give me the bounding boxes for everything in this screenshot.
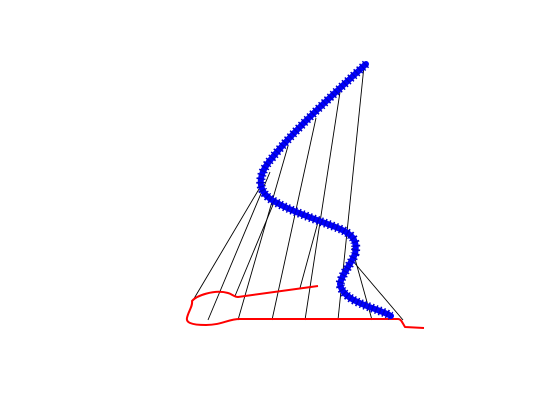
connector-lines <box>191 65 404 321</box>
connector-line <box>234 199 276 297</box>
connector-line <box>304 91 341 321</box>
connector-line <box>237 145 289 321</box>
red-curve <box>185 285 425 329</box>
connector-line <box>271 117 317 321</box>
blue-curve <box>257 61 394 319</box>
connector-line <box>351 259 404 321</box>
connector-line <box>191 183 263 303</box>
connector-line <box>299 221 319 289</box>
connector-line <box>207 171 271 321</box>
